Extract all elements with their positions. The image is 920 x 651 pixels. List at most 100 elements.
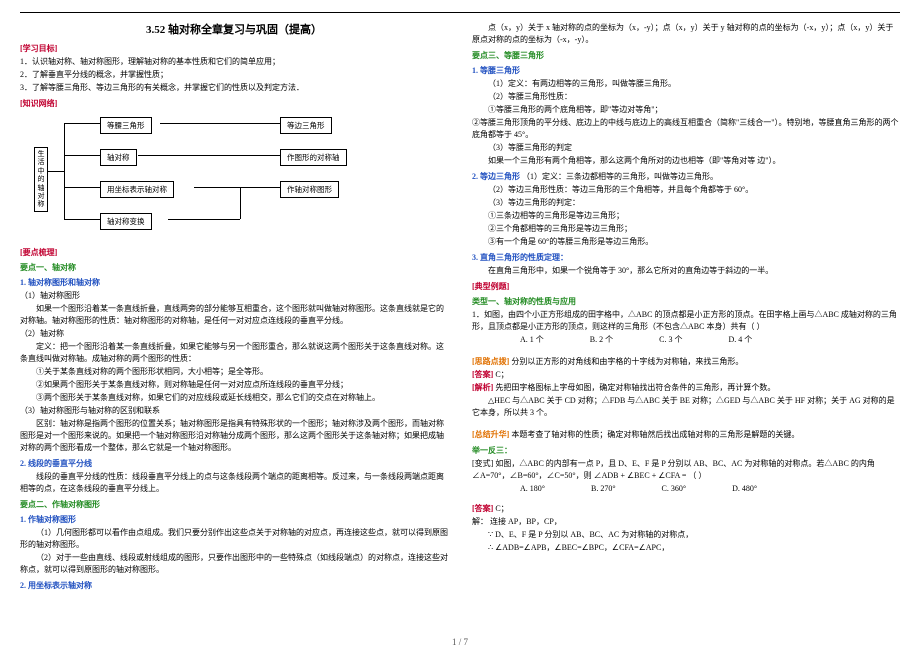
goal-3: 3．了解等腰三角形、等边三角形的有关概念，并掌握它们的性质以及判定方法． (20, 82, 448, 94)
node-dengbian: 等边三角形 (280, 117, 332, 134)
pt1-3-sub: （3）轴对称图形与轴对称的区别和联系 (20, 405, 448, 417)
q1-opt-a: A. 1 个 (504, 334, 544, 346)
pt3-2-heading: 2. 用坐标表示轴对称 (20, 580, 448, 591)
cat1-heading: 类型一、轴对称的性质与应用 (472, 296, 900, 307)
pt1-2-sub: （2）轴对称 (20, 328, 448, 340)
right-column: 点（x，y）关于 x 轴对称的点的坐标为（x，-y）；点（x，y）关于 y 轴对… (472, 21, 900, 593)
goal-2: 2．了解垂直平分线的概念，并掌握性质； (20, 69, 448, 81)
var-opt-a: A. 180° (504, 483, 545, 495)
node-zuozhou-tu: 作轴对称图形 (280, 181, 339, 198)
pt1-1-sub: （1）轴对称图形 (20, 290, 448, 302)
conn-v1 (64, 123, 65, 219)
pt3-heading: 要点二、作轴对称图形 (20, 499, 448, 510)
s1-li2: （2）等腰三角形性质： (472, 91, 900, 103)
section-network-heading: [知识网络] (20, 98, 448, 109)
left-column: 3.52 轴对称全章复习与巩固（提高） [学习目标] 1．认识轴对称、轴对称图形… (20, 21, 448, 593)
ans2-value: C； (495, 504, 508, 513)
s2-li2: （3）等边三角形的判定： (472, 197, 900, 209)
s2-li3: ①三条边相等的三角形是等边三角形； (472, 210, 900, 222)
diagram-left-label: 生活中的轴对称 (34, 147, 48, 212)
pt1-1-heading: 1. 轴对称图形和轴对称 (20, 277, 448, 288)
s2-inline-def: （1）定义：三条边都相等的三角形，叫做等边三角形。 (522, 172, 718, 181)
conn-r3 (194, 187, 280, 188)
ans1-line: [答案] C； (472, 369, 900, 381)
q1-options: A. 1 个 B. 2 个 C. 3 个 D. 4 个 (472, 334, 900, 346)
pt3-1-li2: （2）对于一些由直线、线段或射线组成的图形，只要作出图形中的一些特殊点（如线段端… (20, 552, 448, 576)
pt1-2-li2: ②如果两个图形关于某条直线对称，则对称轴是任何一对对应点所连线段的垂直平分线； (20, 379, 448, 391)
var-options: A. 180° B. 270° C. 360° D. 480° (472, 483, 900, 495)
tip-line: [思路点拨] 分别以正方形的对角线和由字格的十字线为对称轴，来找三角形。 (472, 356, 900, 368)
s1-li5: （3）等腰三角形的判定 (472, 142, 900, 154)
s2-li1: （2）等边三角形性质：等边三角形的三个角相等，并且每个角都等于 60°。 (472, 184, 900, 196)
node-zuobiao: 用坐标表示轴对称 (100, 181, 174, 198)
conn-root (48, 171, 64, 172)
exp-heading: [解析] (472, 383, 493, 392)
sol-3: ∴ ∠ADB=∠APB，∠BEC=∠BPC，∠CFA=∠APC， (472, 542, 900, 554)
ans2-heading: [答案] (472, 504, 493, 513)
pt3-1-li1: （1）几何图形都可以看作由点组成。我们只要分别作出这些点关于对称轴的对应点，再连… (20, 527, 448, 551)
conn-h2 (64, 155, 100, 156)
node-bianhua: 轴对称变换 (100, 213, 152, 230)
q1-opt-d: D. 4 个 (712, 334, 752, 346)
node-zhoudui: 轴对称 (100, 149, 137, 166)
pt1-3-para: 区别：轴对称是指两个图形的位置关系；轴对称图形是指具有特殊形状的一个图形；轴对称… (20, 418, 448, 454)
exp-text: 先把田字格图标上字母如图，确定对称轴找出符合条件的三角形，再计算个数。 (495, 383, 775, 392)
conn-r2 (138, 155, 280, 156)
examples-heading: [典型例题] (472, 281, 900, 292)
s1-li4: ②等腰三角形顶角的平分线、底边上的中线与底边上的高线互相重合（简称"三线合一"）… (472, 117, 900, 141)
sol-1: 解： 连接 AP，BP，CP， (472, 516, 900, 528)
s1-li1: （1）定义：有两边相等的三角形，叫做等腰三角形。 (472, 78, 900, 90)
tip-text: 分别以正方形的对角线和由字格的十字线为对称轴，来找三角形。 (511, 357, 743, 366)
up-heading: [总结升华] (472, 430, 509, 439)
ans2-line: [答案] C； (472, 503, 900, 515)
var-opt-c: C. 360° (646, 483, 687, 495)
pt1-heading: 要点一、轴对称 (20, 262, 448, 273)
pt1-2-li3: ③两个图形关于某条直线对称，如果它们的对应线段或延长线相交，那么它们的交点在对称… (20, 392, 448, 404)
doc-title: 3.52 轴对称全章复习与巩固（提高） (20, 21, 448, 37)
up-line: [总结升华] 本题考查了轴对称的性质；确定对称轴然后找出成轴对称的三角形是解题的… (472, 429, 900, 441)
exp-text2: △HEC 与△ABC 关于 CD 对称；△FDB 与△ABC 关于 BE 对称；… (472, 395, 900, 419)
coord-para: 点（x，y）关于 x 轴对称的点的坐标为（x，-y）；点（x，y）关于 y 轴对… (472, 22, 900, 46)
conn-r1 (160, 123, 280, 124)
section-points-heading: [要点梳理] (20, 247, 448, 258)
q1-opt-b: B. 2 个 (574, 334, 613, 346)
conn-h3 (64, 187, 100, 188)
header-rule (20, 12, 900, 13)
s1-li6: 如果一个三角形有两个角相等，那么这两个角所对的边也相等（即"等角对等 边"）。 (472, 155, 900, 167)
node-dengyao: 等腰三角形 (100, 117, 152, 134)
conn-r4b (240, 187, 241, 219)
sol-2: ∵ D、E、F 是 P 分别以 AB、BC、AC 为对称轴的对称点， (472, 529, 900, 541)
knowledge-diagram: 生活中的轴对称 等腰三角形 轴对称 用坐标表示轴对称 轴对称变换 等边三角形 作… (20, 113, 448, 243)
two-column-layout: 3.52 轴对称全章复习与巩固（提高） [学习目标] 1．认识轴对称、轴对称图形… (20, 21, 900, 593)
s1-li3: ①等腰三角形的两个底角相等，即"等边对等角"； (472, 104, 900, 116)
exp-line: [解析] 先把田字格图标上字母如图，确定对称轴找出符合条件的三角形，再计算个数。 (472, 382, 900, 394)
pt2-heading: 2. 线段的垂直平分线 (20, 458, 448, 469)
ans1-heading: [答案] (472, 370, 493, 379)
up-text: 本题考查了轴对称的性质；确定对称轴然后找出成轴对称的三角形是解题的关键。 (511, 430, 799, 439)
page-number: 1 / 7 (0, 637, 920, 647)
s3-heading: 3. 直角三角形的性质定理： (472, 252, 900, 263)
pt1-1-para: 如果一个图形沿着某一条直线折叠，直线两旁的部分能够互相重合，这个图形就叫做轴对称… (20, 303, 448, 327)
s3-para: 在直角三角形中，如果一个锐角等于 30°，那么它所对的直角边等于斜边的一半。 (472, 265, 900, 277)
var-opt-d: D. 480° (716, 483, 757, 495)
tip-heading: [思路点拨] (472, 357, 509, 366)
pt3-1-heading: 1. 作轴对称图形 (20, 514, 448, 525)
var-q-text: [变式] 如图，△ABC 的内部有一点 P，且 D、E、F 是 P 分别以 AB… (472, 458, 900, 482)
conn-h4 (64, 219, 100, 220)
s1-heading: 1. 等腰三角形 (472, 65, 900, 76)
section-goal-heading: [学习目标] (20, 43, 448, 54)
node-zuotu-zhou: 作图形的对称轴 (280, 149, 347, 166)
conn-r4a (168, 219, 240, 220)
s2-li4: ②三个角都相等的三角形是等边三角形； (472, 223, 900, 235)
var-opt-b: B. 270° (575, 483, 616, 495)
q1-opt-c: C. 3 个 (643, 334, 682, 346)
q1-text: 1．如图，由四个小正方形组成的田字格中，△ABC 的顶点都是小正方形的顶点。在田… (472, 309, 900, 333)
pt2-para: 线段的垂直平分线的性质：线段垂直平分线上的点与这条线段两个端点的距离相等。反过来… (20, 471, 448, 495)
pt-r3-heading: 要点三、等腰三角形 (472, 50, 900, 61)
follow-heading: 举一反三： (472, 445, 900, 456)
pt1-2-para: 定义：把一个图形沿着某一条直线折叠，如果它能够与另一个图形重合，那么就说这两个图… (20, 341, 448, 365)
conn-h1 (64, 123, 100, 124)
s2-heading: 2. 等边三角形 （1）定义：三条边都相等的三角形，叫做等边三角形。 (472, 171, 900, 182)
ans1-value: C； (495, 370, 508, 379)
s2-li5: ③有一个角是 60°的等腰三角形是等边三角形。 (472, 236, 900, 248)
